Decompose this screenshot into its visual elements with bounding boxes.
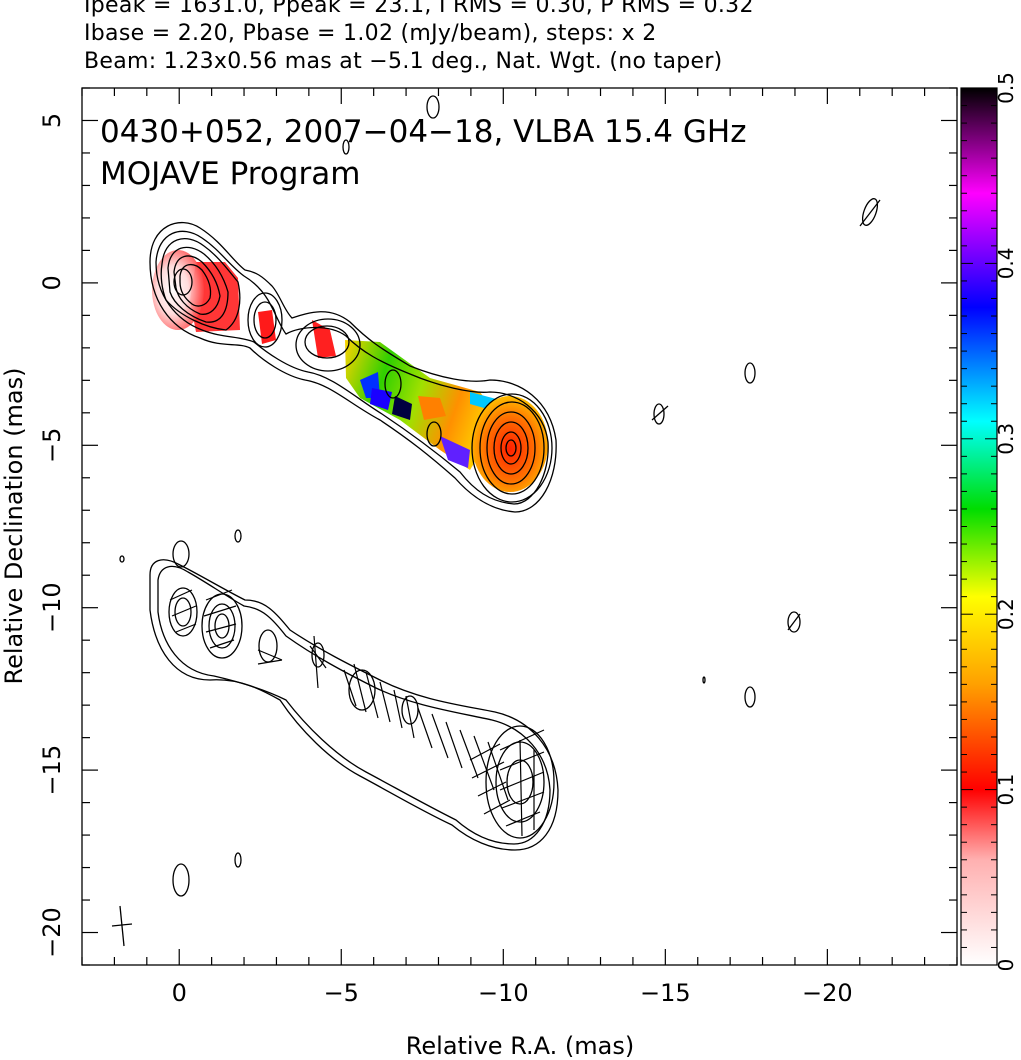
colorbar-tick-label: 0.3 <box>994 423 1018 455</box>
y-tick-label: −20 <box>38 907 66 958</box>
colorbar-tick-label: 0.2 <box>994 598 1018 630</box>
x-axis-label: Relative R.A. (mas) <box>406 1032 634 1060</box>
y-tick-label: 5 <box>38 113 66 128</box>
polarization-vector-map <box>119 529 801 897</box>
y-tick-label: 0 <box>38 275 66 290</box>
polarization-color-map <box>152 250 548 492</box>
x-tick-label: −10 <box>478 979 529 1007</box>
header-line-1: Ipeak = 1631.0, Ppeak = 23.1, I RMS = 0.… <box>84 0 754 18</box>
header-line-3: Beam: 1.23x0.56 mas at −5.1 deg., Nat. W… <box>84 49 723 74</box>
colorbar-tick-label: 0.1 <box>994 774 1018 806</box>
header-line-2: Ibase = 2.20, Pbase = 1.02 (mJy/beam), s… <box>84 21 657 46</box>
colorbar-tick-label: 0.4 <box>994 247 1018 279</box>
y-tick-label: −15 <box>38 745 66 796</box>
y-axis-label: Relative Declination (mas) <box>0 367 28 684</box>
colorbar-ticks: 0 0.1 0.2 0.3 0.4 0.5 <box>961 72 1018 971</box>
plot-frame <box>81 87 958 966</box>
y-tick-label: −5 <box>38 428 66 463</box>
colorbar-tick-label: 0.5 <box>994 72 1018 104</box>
x-tick-label: −5 <box>324 979 359 1007</box>
x-tick-label: 0 <box>172 979 187 1007</box>
x-tick-label: −20 <box>802 979 853 1007</box>
plot-subtitle: MOJAVE Program <box>100 156 360 192</box>
evpa-vectors <box>169 589 545 837</box>
intensity-contours <box>149 95 881 513</box>
x-tick-label: −15 <box>640 979 691 1007</box>
plot-title: 0430+052, 2007−04−18, VLBA 15.4 GHz <box>100 114 746 150</box>
colorbar-tick-label: 0 <box>994 959 1018 972</box>
beam-marker <box>111 905 133 947</box>
y-tick-label: −10 <box>38 582 66 633</box>
axes: 0 −5 −10 −15 −20 5 0 −5 −10 −15 −20 <box>38 87 958 1007</box>
